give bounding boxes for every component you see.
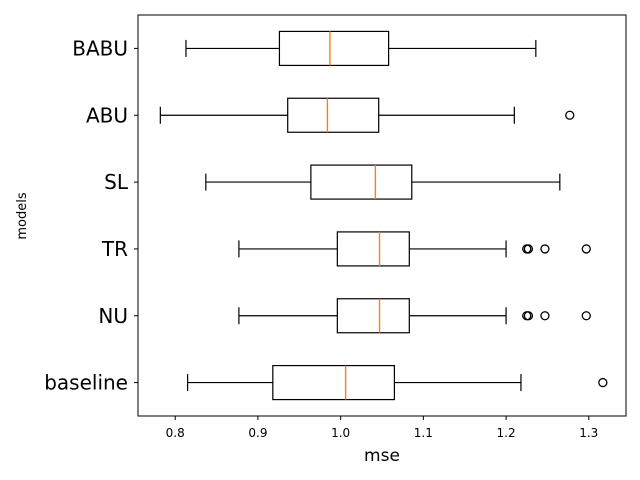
box-baseline [187, 364, 608, 401]
y-tick-label: TR [101, 237, 128, 261]
outlier-point [540, 244, 550, 254]
x-tick-label: 0.9 [248, 426, 267, 440]
box-SL [205, 164, 561, 200]
x-axis-label: mse [364, 446, 400, 466]
x-tick-label: 0.8 [166, 426, 185, 440]
x-tick-label: 1.0 [331, 426, 350, 440]
box-iqr [287, 97, 380, 133]
outlier-point [523, 244, 534, 254]
y-axis: baseline NU TR SL ABU BABU [44, 36, 138, 395]
y-tick-label: ABU [86, 103, 128, 127]
box-TR [238, 231, 591, 267]
y-tick-label: BABU [72, 36, 128, 60]
outlier-point [581, 244, 591, 254]
box-ABU [159, 97, 575, 133]
box-iqr [336, 298, 410, 334]
box-NU [238, 298, 591, 334]
y-tick-label: NU [98, 304, 128, 328]
x-tick-label: 1.2 [497, 426, 516, 440]
y-tick-label: baseline [44, 371, 128, 395]
plot-content [159, 30, 608, 401]
box-iqr [336, 231, 410, 267]
outlier-point [598, 377, 608, 388]
box-iqr [272, 364, 396, 401]
plot-frame [137, 14, 627, 417]
y-axis-label: models [15, 192, 30, 239]
x-tick-label: 1.3 [579, 426, 598, 440]
box-iqr [310, 164, 413, 200]
y-tick-label: SL [104, 170, 129, 194]
outlier-point [565, 110, 575, 120]
box-BABU [185, 30, 537, 67]
box-iqr [278, 30, 390, 67]
x-tick-label: 1.1 [414, 426, 433, 440]
x-axis: 0.8 0.9 1.0 1.1 1.2 1.3 [166, 416, 598, 440]
outlier-point [540, 311, 550, 321]
outlier-point [523, 311, 534, 321]
outlier-point [581, 311, 591, 321]
